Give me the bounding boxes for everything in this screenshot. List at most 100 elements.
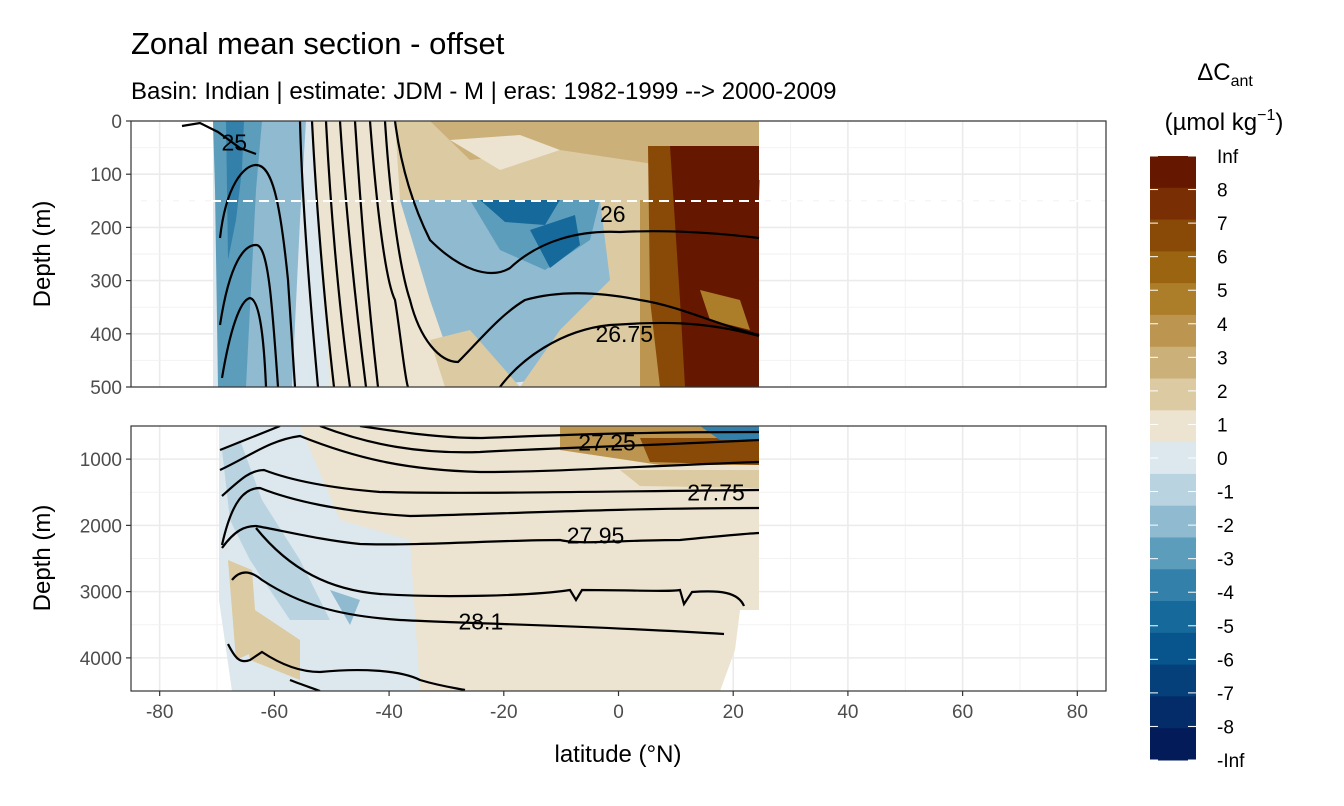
field-core-dark <box>480 200 560 225</box>
legend-label: 6 <box>1217 248 1228 269</box>
legend-color-step <box>1150 473 1196 507</box>
legend-label: -6 <box>1217 650 1234 671</box>
isopycnal-28 <box>255 527 746 607</box>
field-equator-tan <box>520 200 645 387</box>
isopycnal-27-25 <box>319 426 760 454</box>
isopycnal-front-5 <box>353 121 380 387</box>
isopycnal-label: 27.75 <box>687 479 745 505</box>
isopycnal-front-2 <box>310 121 336 387</box>
legend-color-step <box>1150 314 1196 348</box>
legend-title-main: ΔC <box>1197 59 1230 86</box>
isopycnal-front-1 <box>298 121 320 387</box>
legend-label: -1 <box>1217 483 1234 504</box>
isopycnal-label: 26.75 <box>595 321 653 347</box>
legend-color-step <box>1150 569 1196 602</box>
legend-label: 7 <box>1217 214 1228 235</box>
x-tick-label: 40 <box>837 702 858 723</box>
isopycnal-south-3 <box>220 296 268 387</box>
field-lower-north-tan <box>620 470 759 488</box>
isopycnal-south-1 <box>218 163 297 387</box>
isopycnal-26-75 <box>383 121 760 364</box>
y-tick-label: 1000 <box>80 450 122 471</box>
legend-title-sub: ant <box>1231 73 1254 90</box>
legend-color-step <box>1150 219 1196 252</box>
field-lower-blue-patch <box>330 590 360 625</box>
x-tick-label: 60 <box>952 702 973 723</box>
legend-label: 5 <box>1217 281 1228 302</box>
legend-label: -3 <box>1217 550 1234 571</box>
legend-label: Inf <box>1217 147 1239 168</box>
x-tick-label: -40 <box>375 702 402 723</box>
isopycnal-27-75 <box>221 468 760 497</box>
legend-color-step <box>1150 156 1196 189</box>
y-tick-label: 0 <box>111 112 122 133</box>
isopycnal-28-3 <box>289 678 321 691</box>
isopycnal-lower-south-0 <box>219 426 281 452</box>
isopycnal-25 <box>181 121 257 156</box>
legend-unit: (µmol kg−1) <box>1165 107 1284 136</box>
isopycnal-27-1 <box>359 426 760 440</box>
y-tick-label: 300 <box>90 272 122 293</box>
isopycnal-front-3 <box>324 121 352 387</box>
field-north-darkest <box>670 146 759 387</box>
legend-color-step <box>1150 537 1196 570</box>
isopycnal-label: 27.25 <box>578 430 636 456</box>
x-axis-title: latitude (°N) <box>555 741 682 768</box>
legend-label: 1 <box>1217 415 1228 436</box>
y-tick-label: 400 <box>90 325 122 346</box>
isopycnal-front-4 <box>338 121 368 387</box>
field-deep-tan <box>430 330 520 387</box>
isopycnal-front-6 <box>368 121 410 387</box>
legend-unit-main: (µmol kg <box>1165 109 1258 136</box>
x-tick-label: 20 <box>723 702 744 723</box>
x-tick-label: 0 <box>613 702 624 723</box>
panel-lower: 27.25 27.75 27.95 28.1 1000 2000 3000 4000 Dep… <box>29 425 1107 692</box>
y-axis-lower: 1000 2000 3000 4000 <box>80 450 131 670</box>
legend-colorbar: Inf 8 7 6 5 4 3 2 1 0 -1 -2 -3 -4 -5 -6 -7 -8 -Inf <box>1150 147 1245 772</box>
chart-subtitle: Basin: Indian | estimate: JDM - M | eras… <box>131 78 837 105</box>
legend-label: -4 <box>1217 583 1234 604</box>
field-surface-light <box>450 135 560 170</box>
isopycnal-27 <box>499 321 760 387</box>
y-tick-label: 500 <box>90 378 122 399</box>
x-tick-label: -80 <box>146 702 173 723</box>
panel-lower-field <box>219 426 760 691</box>
y-axis-upper: 0 100 200 300 400 500 <box>90 112 131 399</box>
y-tick-label: 200 <box>90 218 122 239</box>
isopycnal-label: 25 <box>221 129 247 155</box>
isopycnal-28-2 <box>227 643 466 691</box>
chart-title: Zonal mean section - offset <box>131 26 505 61</box>
field-antarctic-blue <box>213 121 262 387</box>
legend-color-step <box>1150 728 1196 761</box>
isopycnal-lines-lower <box>219 426 760 691</box>
legend-label: 8 <box>1217 181 1228 202</box>
isopycnal-labels-lower: 27.25 27.75 27.95 28.1 <box>458 430 744 635</box>
legend-label: 4 <box>1217 315 1228 336</box>
panel-upper-border <box>130 120 1107 388</box>
isopycnal-lines-upper <box>181 121 760 387</box>
legend-color-step <box>1150 664 1196 697</box>
legend-color-step <box>1150 187 1196 221</box>
legend-color-step <box>1150 601 1196 634</box>
legend-label: 3 <box>1217 348 1228 369</box>
y-tick-label: 3000 <box>80 583 122 604</box>
isopycnal-label: 28.1 <box>458 608 503 634</box>
legend-title: ΔCant <box>1197 59 1253 90</box>
field-antarctic-dark <box>226 121 244 260</box>
legend-color-step <box>1150 696 1196 729</box>
panel-upper-field <box>131 121 1106 387</box>
isopycnal-label: 26 <box>600 201 626 227</box>
field-lower-tan-patch-2 <box>240 600 300 680</box>
legend-color-step <box>1150 410 1196 443</box>
legend-unit-close: ) <box>1275 109 1283 136</box>
x-axis: -80 -60 -40 -20 0 20 40 60 80 <box>146 691 1088 723</box>
x-tick-label: -20 <box>490 702 517 723</box>
y-axis-title-lower: Depth (m) <box>29 505 56 612</box>
isopycnal-26 <box>393 121 760 275</box>
legend-color-step <box>1150 378 1196 411</box>
legend-color-step <box>1150 505 1196 538</box>
y-tick-label: 4000 <box>80 649 122 670</box>
x-tick-label: 80 <box>1067 702 1088 723</box>
legend-color-step <box>1150 346 1196 380</box>
